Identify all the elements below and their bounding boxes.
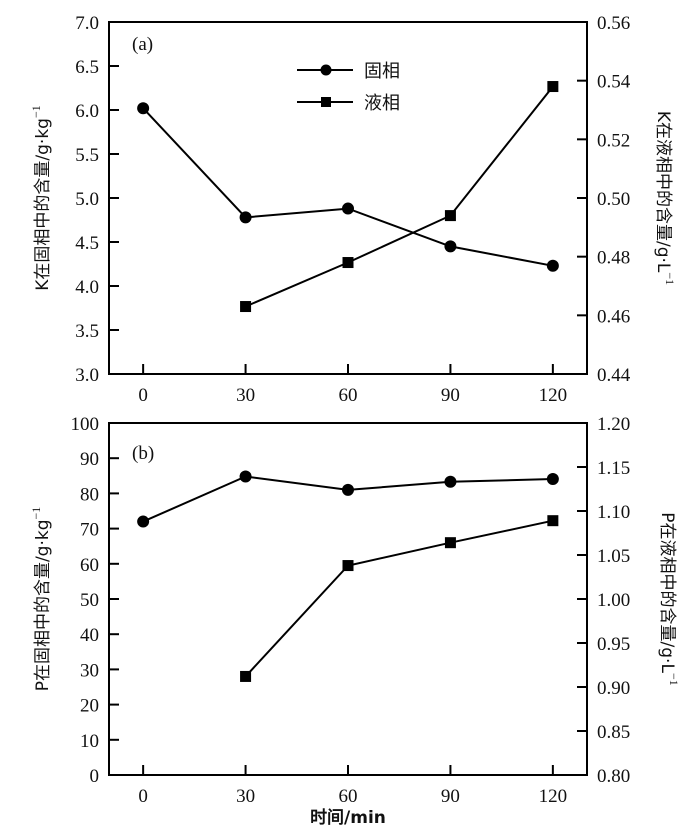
- data-point-solid-phase: [546, 472, 559, 485]
- legend-entry-solid: 固相: [297, 61, 400, 82]
- panel-b: (b) 0 30 60 90 120 0 10 20 30 40 50 60 70 80 90 100 0.…: [29, 414, 681, 828]
- y-tick-label-right: 0.48: [597, 248, 630, 269]
- y-ticks-left: 0 10 20 30 40 50 60 70 80 90 100: [71, 414, 119, 787]
- y-tick-label-left: 5.0: [75, 189, 99, 210]
- data-point-solid-phase: [239, 470, 252, 483]
- y-tick-label-left: 3.5: [75, 321, 99, 342]
- y-ticks-left: 3.0 3.5 4.0 4.5 5.0 5.5 6.0 6.5 7.0: [75, 13, 119, 386]
- y-tick-label-left: 7.0: [75, 13, 99, 34]
- data-point-liquid-phase: [547, 81, 559, 93]
- y-axis-left-title: P在固相中的含量/g·kg−1: [29, 507, 53, 692]
- y-tick-label-left: 60: [80, 555, 99, 576]
- plot-frame: [108, 21, 588, 375]
- data-point-solid-phase: [137, 515, 150, 528]
- data-point-solid-phase: [546, 259, 559, 272]
- y-ticks-right: 0.80 0.85 0.90 0.95 1.00 1.05 1.10 1.15 1.20: [577, 414, 630, 787]
- x-tick-label: 120: [539, 385, 568, 406]
- y-tick-label-left: 70: [80, 520, 99, 541]
- series-line-liquid-phase: [244, 519, 554, 678]
- y-tick-label-left: 4.5: [75, 233, 99, 254]
- y-tick-label-right: 0.56: [597, 13, 630, 34]
- data-point-liquid-phase: [342, 560, 354, 572]
- x-tick-label: 30: [236, 385, 255, 406]
- y-tick-label-right: 1.20: [597, 414, 630, 435]
- y-tick-label-left: 30: [80, 660, 99, 681]
- data-point-liquid-phase: [547, 515, 559, 527]
- y-tick-label-right: 1.00: [597, 590, 630, 611]
- y-tick-label-left: 40: [80, 625, 99, 646]
- legend: 固相 液相: [297, 61, 400, 114]
- y-tick-label-right: 0.44: [597, 365, 631, 386]
- y-tick-label-right: 0.46: [597, 306, 630, 327]
- x-tick-label: 90: [441, 786, 460, 807]
- y-axis-right-title: K在液相中的含量/g·L−1: [653, 111, 677, 285]
- y-tick-label-right: 1.05: [597, 546, 630, 567]
- data-point-solid-phase: [444, 475, 457, 488]
- legend-marker-circle: [320, 64, 332, 76]
- x-tick-label: 90: [441, 385, 460, 406]
- x-tick-label: 60: [339, 385, 358, 406]
- data-point-solid-phase: [444, 240, 457, 253]
- y-tick-label-left: 50: [80, 590, 99, 611]
- y-tick-label-right: 1.10: [597, 502, 630, 523]
- y-tick-label-left: 4.0: [75, 277, 99, 298]
- data-point-liquid-phase: [342, 257, 354, 269]
- y-tick-label-left: 3.0: [75, 365, 99, 386]
- y-tick-label-right: 0.95: [597, 634, 630, 655]
- panel-label: (a): [132, 34, 153, 55]
- y-tick-label-right: 1.15: [597, 458, 630, 479]
- y-tick-label-left: 6.0: [75, 101, 99, 122]
- y-tick-label-right: 0.90: [597, 678, 630, 699]
- y-axis-left-title: K在固相中的含量/g·kg−1: [29, 105, 53, 291]
- data-point-solid-phase: [342, 483, 354, 496]
- y-tick-label-left: 0: [90, 766, 100, 787]
- x-ticks: 0 30 60 90 120: [138, 364, 567, 406]
- x-tick-label: 0: [138, 385, 148, 406]
- y-tick-label-right: 0.80: [597, 766, 630, 787]
- x-tick-label: 120: [539, 786, 568, 807]
- series-line-solid-phase: [142, 475, 553, 523]
- y-tick-label-right: 0.54: [597, 72, 631, 93]
- data-point-solid-phase: [137, 102, 150, 115]
- x-ticks: 0 30 60 90 120: [138, 765, 567, 807]
- data-point-solid-phase: [239, 211, 252, 224]
- x-axis-title: 时间/min: [310, 807, 386, 828]
- data-point-solid-phase: [342, 202, 354, 215]
- y-tick-label-left: 5.5: [75, 145, 99, 166]
- data-point-liquid-phase: [444, 537, 456, 549]
- data-point-liquid-phase: [444, 210, 456, 222]
- y-tick-label-left: 20: [80, 696, 99, 717]
- y-tick-label-left: 90: [80, 449, 99, 470]
- legend-label-liquid: 液相: [364, 93, 400, 114]
- data-point-liquid-phase: [240, 301, 252, 313]
- series-lines: [137, 81, 559, 313]
- y-tick-label-right: 0.50: [597, 189, 630, 210]
- data-point-liquid-phase: [240, 670, 252, 682]
- series-line-liquid-phase: [245, 85, 554, 308]
- x-tick-label: 0: [138, 786, 148, 807]
- y-tick-label-left: 10: [80, 731, 99, 752]
- y-tick-label-left: 80: [80, 484, 99, 505]
- series-line-solid-phase: [142, 107, 554, 267]
- legend-marker-square: [321, 97, 331, 107]
- panel-a: (a) 0 30 60 90 120 3.0 3.5 4.0 4.5 5.0 5.5 6.0 6.5 7…: [29, 13, 677, 406]
- y-tick-label-right: 0.52: [597, 130, 630, 151]
- y-tick-label-left: 6.5: [75, 57, 99, 78]
- x-tick-label: 60: [339, 786, 358, 807]
- y-tick-label-right: 0.85: [597, 722, 630, 743]
- panel-label: (b): [132, 443, 154, 464]
- legend-label-solid: 固相: [364, 61, 400, 82]
- plot-frame: [108, 422, 588, 776]
- legend-entry-liquid: 液相: [297, 93, 400, 114]
- y-tick-label-left: 100: [71, 414, 100, 435]
- x-tick-label: 30: [236, 786, 255, 807]
- y-ticks-right: 0.44 0.46 0.48 0.50 0.52 0.54 0.56: [577, 13, 631, 386]
- series-lines: [137, 470, 559, 682]
- y-axis-right-title: P在液相中的含量/g·L−1: [657, 512, 681, 685]
